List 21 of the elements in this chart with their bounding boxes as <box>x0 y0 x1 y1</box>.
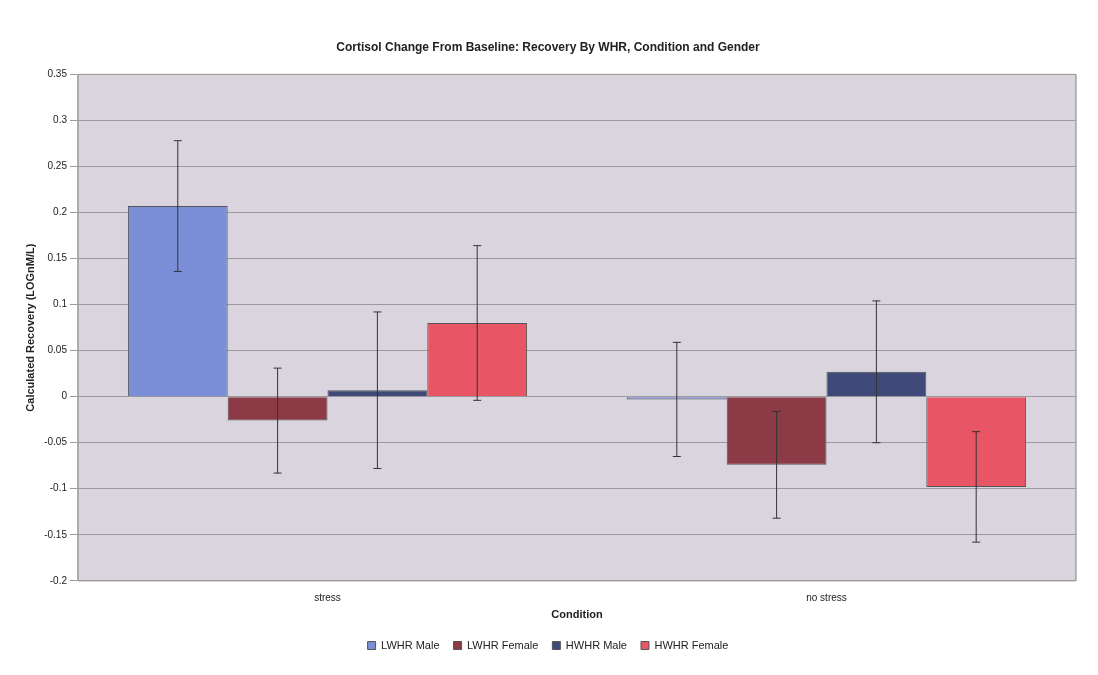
y-tick-label: 0.05 <box>47 344 68 356</box>
y-tick-label: 0.1 <box>53 298 68 310</box>
y-tick-label: 0.25 <box>47 160 68 172</box>
legend-label: LWHR Female <box>467 638 539 651</box>
legend-label: HWHR Female <box>654 638 729 651</box>
y-tick-label: -0.2 <box>49 574 68 586</box>
y-tick-label: 0.3 <box>53 114 68 126</box>
x-axis-title: Condition <box>551 608 603 621</box>
y-tick-label: -0.15 <box>44 528 68 540</box>
legend-label: LWHR Male <box>381 638 440 651</box>
y-tick-label: 0.35 <box>47 68 68 80</box>
y-tick-label: 0 <box>61 390 68 402</box>
y-tick-label: 0.2 <box>53 206 68 218</box>
x-tick-label: no stress <box>806 591 847 603</box>
x-tick-label: stress <box>314 591 341 603</box>
y-tick-label: -0.05 <box>44 436 68 448</box>
legend-label: HWHR Male <box>565 638 627 651</box>
y-axis-title: Calculated Recovery (LOGnM/L) <box>23 243 36 412</box>
y-tick-label: 0.15 <box>47 252 68 264</box>
y-tick-label: -0.1 <box>49 482 68 494</box>
chart-title: Cortisol Change From Baseline: Recovery By WHR, Condition and Gender <box>336 39 761 54</box>
